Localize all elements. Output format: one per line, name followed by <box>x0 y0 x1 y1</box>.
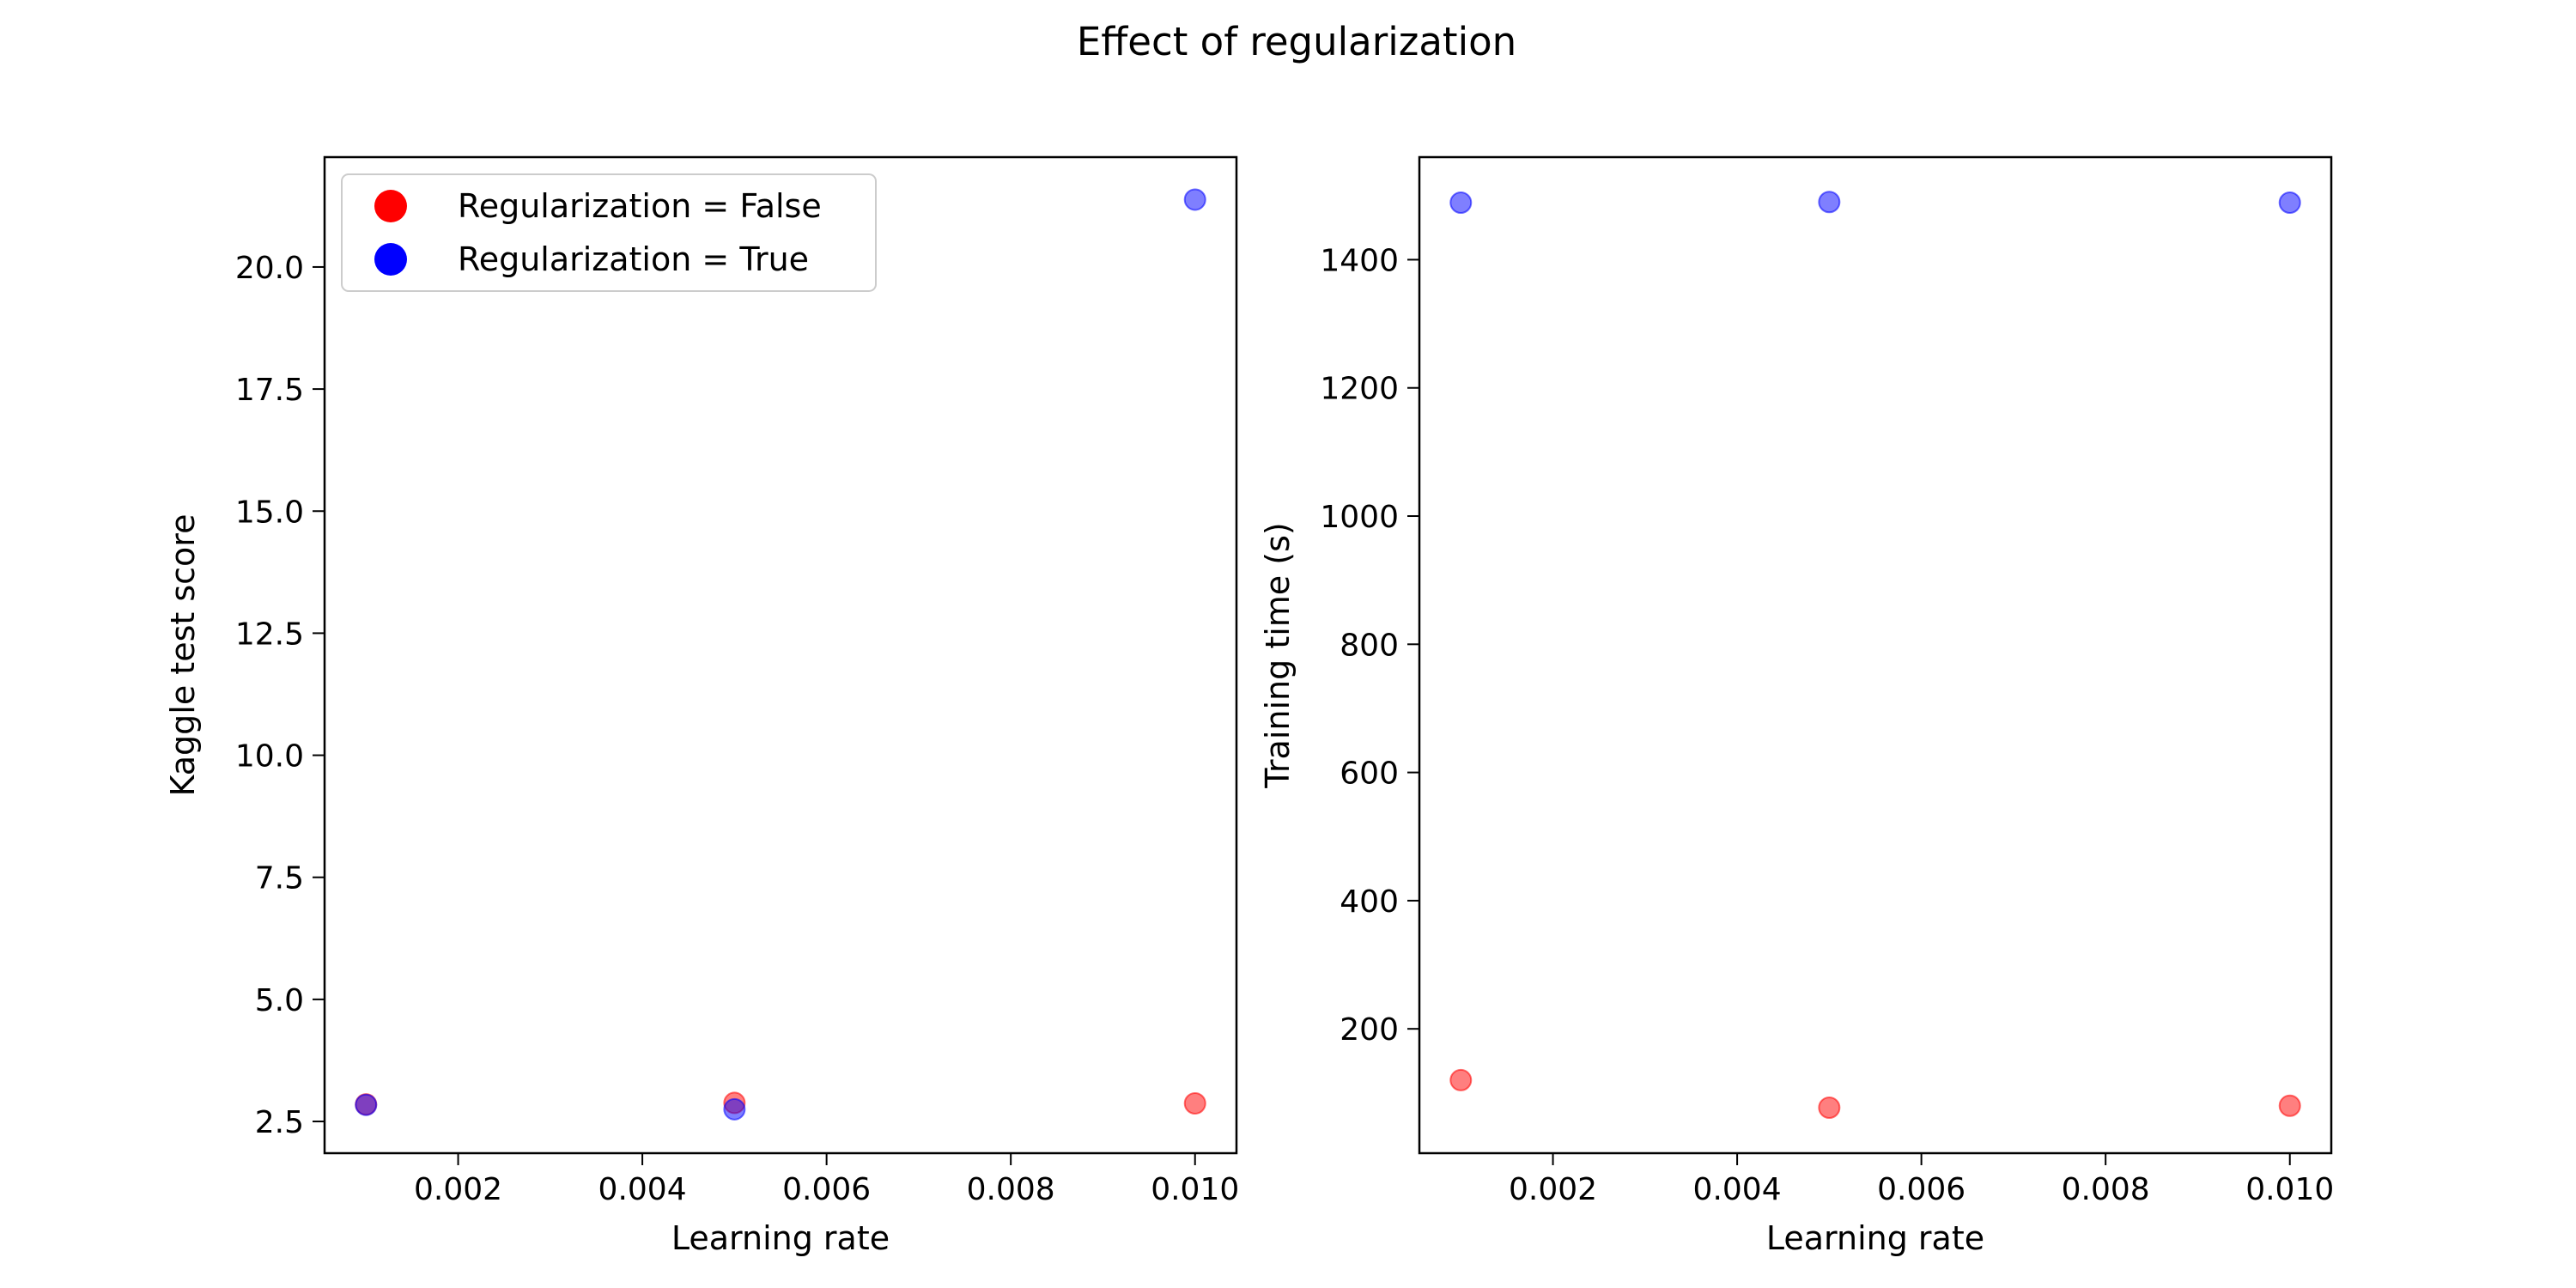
point-regularization-true <box>1818 191 1841 214</box>
figure-title: Effect of regularization <box>1077 19 1516 64</box>
legend: Regularization = False Regularization = T… <box>341 173 877 292</box>
legend-marker-true <box>374 243 407 276</box>
x-tick-label: 0.002 <box>1509 1172 1597 1207</box>
point-regularization-false <box>2278 1094 2301 1117</box>
x-tick-label: 0.008 <box>967 1172 1055 1207</box>
y-tick-label: 10.0 <box>235 739 304 775</box>
y-tick-label: 15.0 <box>235 495 304 530</box>
y-axis-label: Training time (s) <box>1259 522 1297 788</box>
legend-marker-false <box>374 190 407 222</box>
point-regularization-true <box>1449 191 1473 214</box>
legend-entry-label: Regularization = False <box>458 187 822 225</box>
y-tick-label: 800 <box>1340 628 1399 663</box>
x-tick-label: 0.004 <box>1693 1172 1782 1207</box>
right-plot: 0.002 0.004 0.006 0.008 0.010 200 400 600 800 100… <box>1259 155 2334 1257</box>
point-regularization-false <box>1818 1097 1841 1120</box>
y-axis-label: Kaggle test score <box>164 514 202 797</box>
y-tick-label: 1200 <box>1320 372 1399 407</box>
y-tick-label: 2.5 <box>255 1105 304 1140</box>
y-tick-label: 12.5 <box>235 617 304 652</box>
x-axis-label: Learning rate <box>671 1219 890 1257</box>
point-regularization-true <box>355 1093 378 1116</box>
x-tick-label: 0.010 <box>2245 1172 2334 1207</box>
point-regularization-false <box>1449 1068 1473 1091</box>
y-tick-label: 5.0 <box>255 983 304 1018</box>
x-tick-label: 0.002 <box>414 1172 502 1207</box>
y-tick-label: 600 <box>1340 756 1399 792</box>
y-tick-label: 200 <box>1340 1012 1399 1048</box>
y-tick-label: 1400 <box>1320 243 1399 278</box>
axes-frame <box>323 155 1238 1155</box>
x-axis-label: Learning rate <box>1766 1219 1984 1257</box>
x-tick-label: 0.008 <box>2062 1172 2150 1207</box>
y-tick-label: 17.5 <box>235 373 304 408</box>
y-tick-label: 400 <box>1340 884 1399 920</box>
point-regularization-true <box>1183 188 1206 211</box>
x-tick-label: 0.006 <box>782 1172 871 1207</box>
y-tick-label: 7.5 <box>255 861 304 896</box>
legend-entry-label: Regularization = True <box>458 240 809 278</box>
left-plot: 0.002 0.004 0.006 0.008 0.010 2.5 5.0 7.5 10.0 12… <box>164 155 1239 1257</box>
x-tick-label: 0.004 <box>598 1172 687 1207</box>
axes-frame <box>1418 155 2333 1155</box>
legend-box <box>341 173 877 292</box>
x-tick-label: 0.010 <box>1151 1172 1239 1207</box>
point-regularization-true <box>723 1097 746 1121</box>
x-tick-label: 0.006 <box>1877 1172 1965 1207</box>
point-regularization-false <box>1183 1092 1206 1115</box>
y-tick-label: 20.0 <box>235 251 304 286</box>
y-tick-label: 1000 <box>1320 500 1399 535</box>
point-regularization-true <box>2278 191 2301 214</box>
